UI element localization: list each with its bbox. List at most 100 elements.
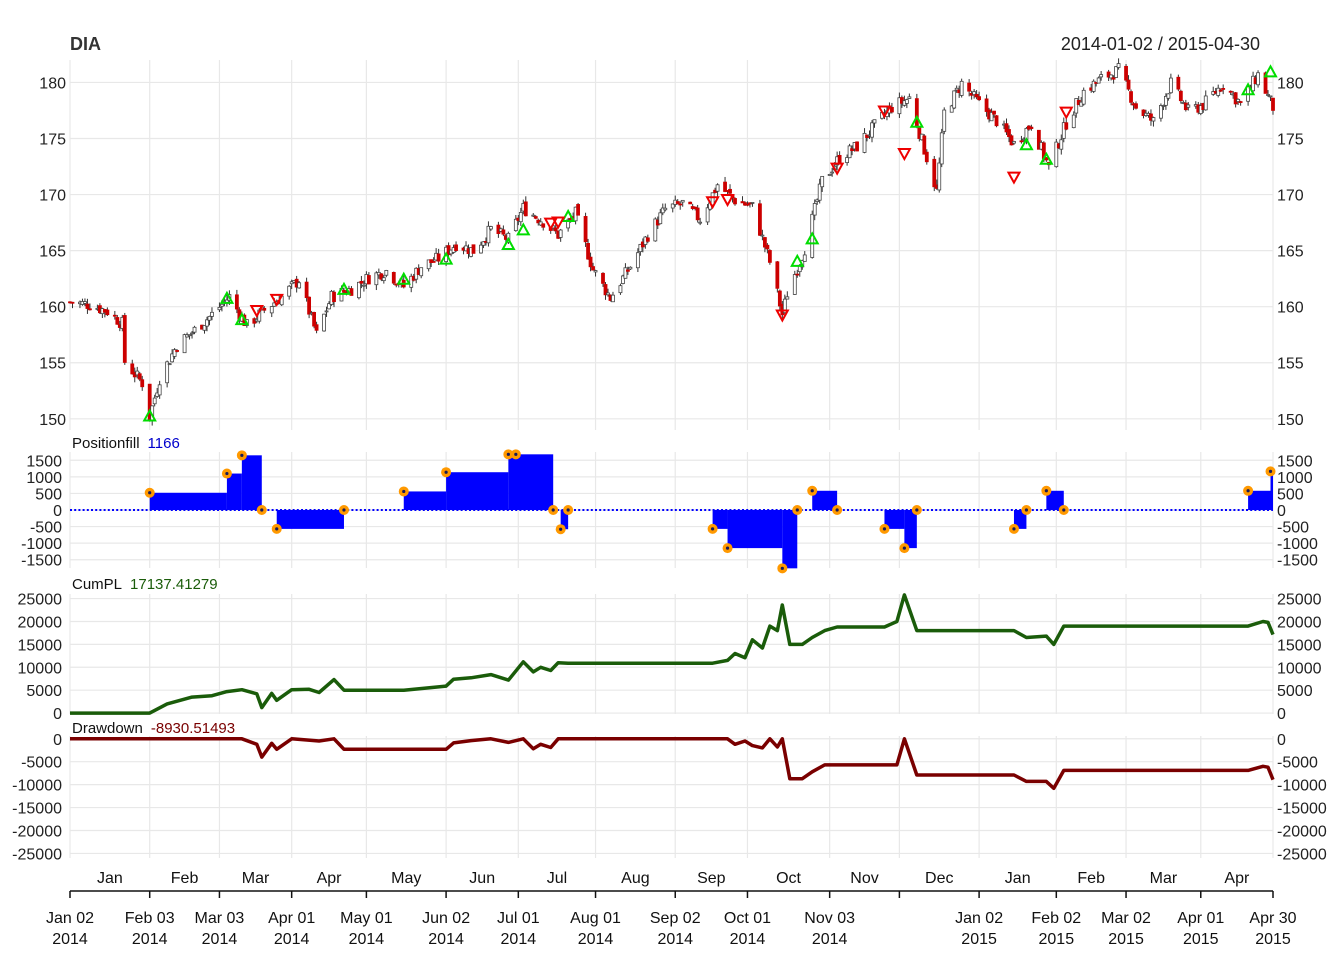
sell-signal-marker bbox=[720, 194, 735, 208]
candle-body bbox=[827, 174, 832, 176]
candle-body bbox=[70, 301, 75, 304]
cumpl-tick-left: 10000 bbox=[18, 660, 63, 677]
candle-body bbox=[192, 326, 197, 333]
sell-signal-marker bbox=[1059, 106, 1074, 120]
x-tick-year: 2014 bbox=[274, 931, 310, 948]
candle-body bbox=[172, 349, 177, 357]
drawdown-tick-right: -20000 bbox=[1277, 823, 1327, 840]
sell-signal-marker bbox=[1006, 171, 1022, 185]
sell-signal-marker bbox=[829, 162, 845, 176]
candle-body bbox=[489, 226, 493, 230]
candle-body bbox=[486, 225, 491, 244]
candle-body bbox=[324, 310, 329, 313]
sell-signal-marker bbox=[269, 293, 284, 307]
candle-body bbox=[765, 244, 770, 250]
candle-body bbox=[942, 109, 947, 132]
candle-body bbox=[904, 99, 909, 104]
x-tick-label: May 01 bbox=[340, 910, 393, 927]
cumpl-tick-left: 20000 bbox=[18, 614, 63, 631]
candle-body bbox=[182, 334, 187, 354]
candle-body bbox=[959, 80, 964, 96]
candle-body bbox=[471, 244, 476, 254]
candle-body bbox=[349, 288, 354, 296]
candle-body bbox=[635, 252, 640, 269]
candle-body bbox=[1238, 101, 1243, 103]
drawdown-line bbox=[70, 737, 1275, 791]
candle-body bbox=[820, 175, 825, 188]
month-label: Apr bbox=[317, 870, 343, 887]
candle-body bbox=[379, 273, 384, 280]
x-tick-year: 2015 bbox=[1183, 931, 1219, 948]
candle-body bbox=[1203, 95, 1208, 111]
candle-body bbox=[782, 298, 787, 314]
cumpl-tick-right: 10000 bbox=[1277, 660, 1322, 677]
candle-body bbox=[342, 289, 346, 293]
price-tick-left: 170 bbox=[39, 188, 66, 205]
candle-body bbox=[1263, 72, 1268, 94]
candle-body bbox=[588, 256, 593, 268]
candle-body bbox=[1129, 91, 1133, 103]
candle-body bbox=[1081, 89, 1086, 105]
buy-signal-marker bbox=[501, 236, 516, 250]
position-tick-right: 500 bbox=[1277, 486, 1304, 503]
x-tick-year: 2014 bbox=[349, 931, 385, 948]
month-label: Aug bbox=[621, 870, 649, 887]
position-bar bbox=[226, 473, 242, 510]
candle-body bbox=[1054, 141, 1059, 168]
price-tick-right: 165 bbox=[1277, 244, 1304, 261]
month-label: Oct bbox=[776, 870, 801, 887]
candle-body bbox=[658, 212, 663, 225]
position-bar bbox=[508, 454, 554, 510]
candle-body bbox=[1019, 140, 1024, 143]
candle-body bbox=[431, 261, 436, 263]
position-tick-left: 500 bbox=[35, 486, 62, 503]
candle-body bbox=[924, 151, 929, 163]
candle-body bbox=[190, 332, 194, 335]
candle-body bbox=[83, 301, 87, 304]
candle-body bbox=[130, 363, 135, 375]
position-bar bbox=[446, 472, 509, 510]
candle-body bbox=[381, 277, 386, 282]
candle-body bbox=[890, 106, 894, 113]
positionfill-label: Positionfill 1166 bbox=[72, 435, 180, 452]
candle-body bbox=[1236, 98, 1241, 102]
candle-body bbox=[1074, 98, 1079, 114]
x-tick-year: 2015 bbox=[961, 931, 997, 948]
candle-body bbox=[606, 292, 610, 296]
candle-body bbox=[914, 98, 919, 128]
position-tick-left: 1000 bbox=[26, 470, 62, 487]
candle-body bbox=[626, 269, 630, 272]
position-tick-right: 1000 bbox=[1277, 470, 1313, 487]
candle-body bbox=[220, 303, 224, 307]
candle-body bbox=[593, 270, 598, 273]
cumpl-panel: 25000 25000 20000 20000 15000 15000 10000 10000… bbox=[18, 592, 1322, 724]
candle-body bbox=[695, 207, 700, 221]
candle-body bbox=[436, 253, 441, 262]
candle-body bbox=[135, 370, 140, 376]
candle-body bbox=[207, 315, 212, 321]
candle-body bbox=[1256, 72, 1260, 86]
candle-body bbox=[170, 353, 175, 363]
candle-body bbox=[954, 87, 959, 91]
candle-body bbox=[332, 291, 336, 303]
candle-body bbox=[967, 82, 972, 92]
candle-body bbox=[1176, 76, 1181, 90]
x-tick-year: 2015 bbox=[1255, 931, 1291, 948]
x-tick-label: Jan 02 bbox=[955, 910, 1003, 927]
fill-marker-dot bbox=[506, 452, 510, 456]
candle-body bbox=[932, 158, 937, 188]
candle-body bbox=[611, 294, 615, 303]
candle-body bbox=[591, 266, 595, 271]
candle-body bbox=[1009, 135, 1014, 146]
candle-body bbox=[1271, 97, 1275, 111]
cumpl-tick-left: 15000 bbox=[18, 637, 63, 654]
price-panel: 150 150 155 155 160 160 165 165 170 170 175 175 180 1… bbox=[39, 58, 1304, 429]
x-tick-year: 2014 bbox=[132, 931, 168, 948]
position-bar bbox=[1046, 490, 1064, 510]
sell-signal-marker bbox=[249, 305, 264, 319]
x-tick-label: Nov 03 bbox=[804, 910, 855, 927]
candle-body bbox=[1141, 109, 1146, 117]
candle-body bbox=[1099, 74, 1104, 78]
